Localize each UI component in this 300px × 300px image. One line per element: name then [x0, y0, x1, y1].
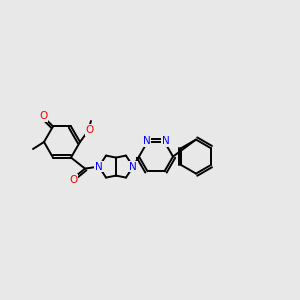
Text: N: N: [95, 162, 103, 172]
Text: N: N: [142, 136, 150, 146]
Text: N: N: [129, 162, 137, 172]
Text: O: O: [86, 125, 94, 135]
Text: N: N: [162, 136, 170, 146]
Text: O: O: [39, 111, 47, 122]
Text: O: O: [69, 175, 77, 184]
